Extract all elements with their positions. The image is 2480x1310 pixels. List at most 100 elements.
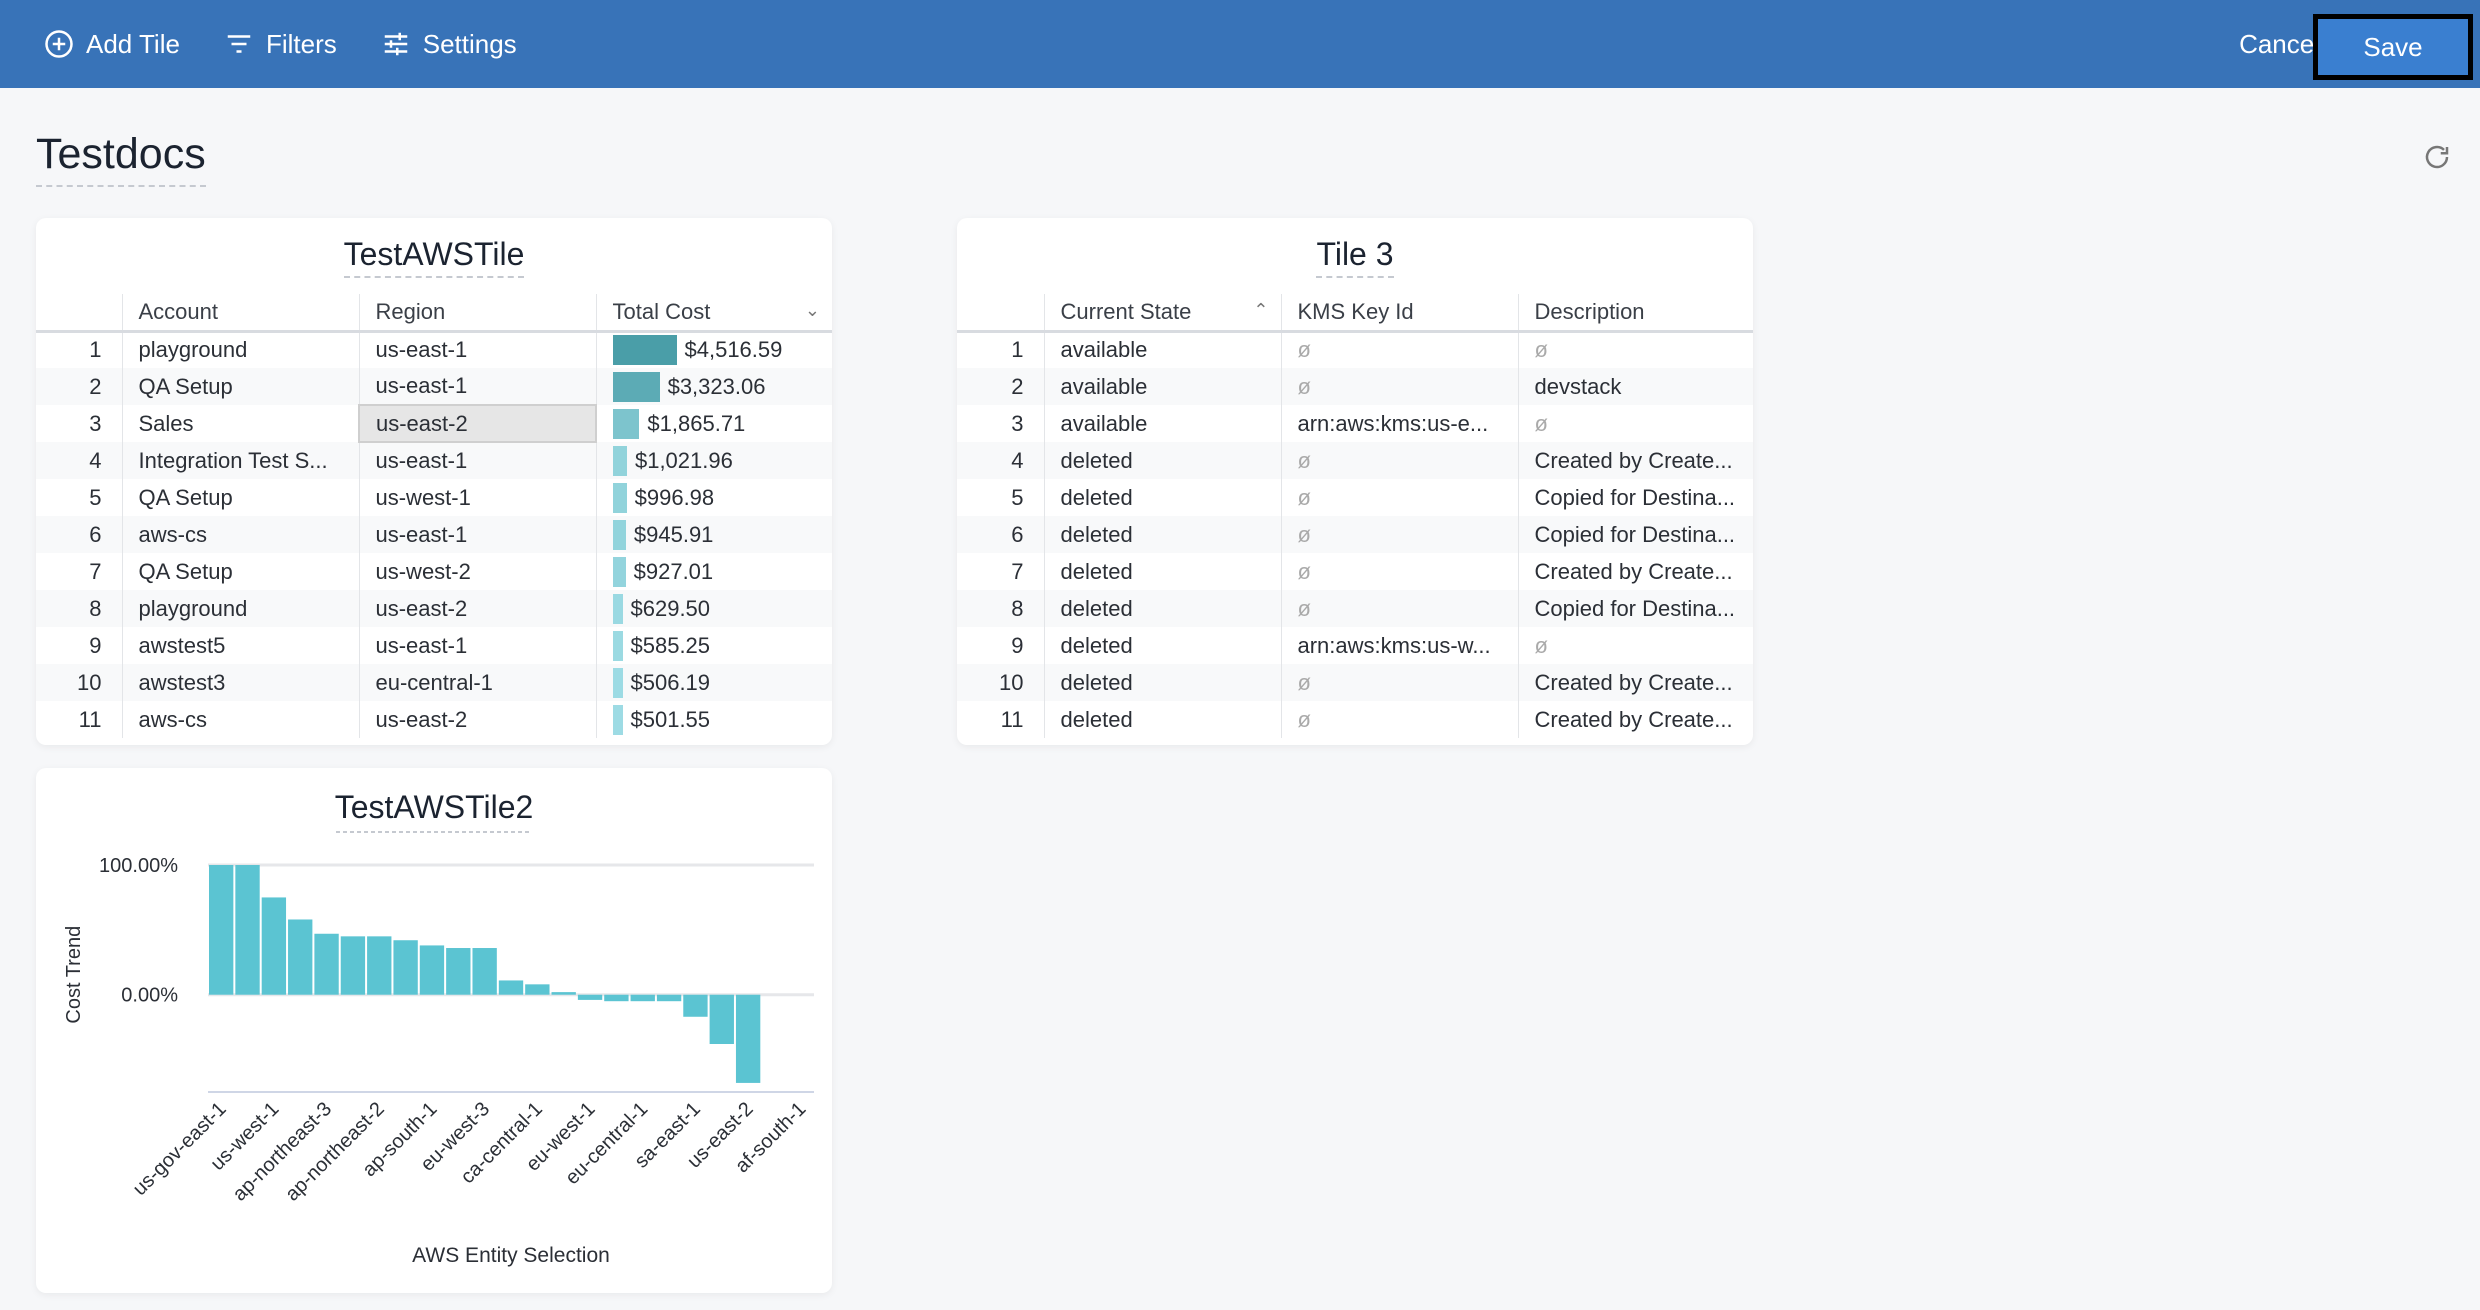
current-state-cell[interactable]: available [1043, 368, 1281, 405]
description-cell-null[interactable]: ø [1517, 627, 1753, 664]
total-cost-cell[interactable]: $629.50 [595, 590, 832, 627]
account-cell[interactable]: QA Setup [121, 553, 359, 590]
table-row[interactable]: 7 deleted ø Created by Create... [957, 553, 1753, 590]
tile-title[interactable]: TestAWSTile [343, 236, 525, 278]
account-cell[interactable]: playground [121, 331, 359, 368]
kms-key-id-cell-null[interactable]: ø [1280, 516, 1518, 553]
chevron-up-icon[interactable]: ⌃ [1253, 300, 1269, 320]
total-cost-cell[interactable]: $1,865.71 [595, 405, 832, 442]
region-cell[interactable]: eu-central-1 [358, 664, 596, 701]
column-header-region[interactable]: Region [358, 294, 596, 333]
table-row[interactable]: 5 deleted ø Copied for Destina... [957, 479, 1753, 516]
table-row[interactable]: 9 awstest5 us-east-1 $585.25 [36, 627, 832, 664]
table-row[interactable]: 11 deleted ø Created by Create... [957, 701, 1753, 738]
region-cell[interactable]: us-east-1 [358, 368, 596, 405]
table-row[interactable]: 4 Integration Test S... us-east-1 $1,021… [36, 442, 832, 479]
region-cell[interactable]: us-east-1 [358, 627, 596, 664]
total-cost-cell[interactable]: $506.19 [595, 664, 832, 701]
description-cell[interactable]: Created by Create... [1517, 701, 1753, 738]
table-row[interactable]: 10 awstest3 eu-central-1 $506.19 [36, 664, 832, 701]
table-row[interactable]: 1 playground us-east-1 $4,516.59 [36, 331, 832, 368]
description-cell-null[interactable]: ø [1517, 405, 1753, 442]
region-cell[interactable]: us-east-1 [358, 331, 596, 368]
table-row[interactable]: 4 deleted ø Created by Create... [957, 442, 1753, 479]
kms-key-id-cell[interactable]: arn:aws:kms:us-e... [1280, 405, 1518, 442]
kms-key-id-cell-null[interactable]: ø [1280, 442, 1518, 479]
column-header-description[interactable]: Description [1517, 294, 1753, 333]
filters-button[interactable]: Filters [224, 29, 337, 60]
account-cell[interactable]: awstest5 [121, 627, 359, 664]
chevron-down-icon[interactable]: ⌄ [804, 300, 820, 320]
account-cell[interactable]: QA Setup [121, 368, 359, 405]
account-cell[interactable]: playground [121, 590, 359, 627]
region-cell[interactable]: us-east-1 [358, 442, 596, 479]
total-cost-cell[interactable]: $585.25 [595, 627, 832, 664]
settings-button[interactable]: Settings [381, 29, 517, 60]
current-state-cell[interactable]: deleted [1043, 553, 1281, 590]
table-row[interactable]: 10 deleted ø Created by Create... [957, 664, 1753, 701]
kms-key-id-cell-null[interactable]: ø [1280, 590, 1518, 627]
region-cell[interactable]: us-east-1 [358, 516, 596, 553]
description-cell[interactable]: Created by Create... [1517, 553, 1753, 590]
table-row[interactable]: 6 deleted ø Copied for Destina... [957, 516, 1753, 553]
tile-title[interactable]: Tile 3 [1316, 236, 1394, 278]
total-cost-cell[interactable]: $927.01 [595, 553, 832, 590]
current-state-cell[interactable]: available [1043, 331, 1281, 368]
description-cell-null[interactable]: ø [1517, 331, 1753, 368]
description-cell[interactable]: Copied for Destina... [1517, 590, 1753, 627]
save-button[interactable]: Save [2313, 14, 2473, 80]
table-row[interactable]: 7 QA Setup us-west-2 $927.01 [36, 553, 832, 590]
description-cell[interactable]: Created by Create... [1517, 442, 1753, 479]
column-header-account[interactable]: Account [121, 294, 359, 333]
table-row[interactable]: 8 playground us-east-2 $629.50 [36, 590, 832, 627]
table-row[interactable]: 5 QA Setup us-west-1 $996.98 [36, 479, 832, 516]
kms-key-id-cell-null[interactable]: ø [1280, 664, 1518, 701]
current-state-cell[interactable]: available [1043, 405, 1281, 442]
column-header-current-state[interactable]: Current State ⌃ [1043, 294, 1281, 333]
page-title[interactable]: Testdocs [36, 130, 206, 187]
description-cell[interactable]: Copied for Destina... [1517, 516, 1753, 553]
kms-key-id-cell-null[interactable]: ø [1280, 701, 1518, 738]
kms-key-id-cell-null[interactable]: ø [1280, 331, 1518, 368]
region-cell[interactable]: us-east-2 [358, 590, 596, 627]
table-row[interactable]: 3 available arn:aws:kms:us-e... ø [957, 405, 1753, 442]
current-state-cell[interactable]: deleted [1043, 701, 1281, 738]
refresh-icon[interactable] [2422, 142, 2452, 172]
current-state-cell[interactable]: deleted [1043, 590, 1281, 627]
account-cell[interactable]: QA Setup [121, 479, 359, 516]
current-state-cell[interactable]: deleted [1043, 664, 1281, 701]
column-header-total-cost[interactable]: Total Cost ⌄ [595, 294, 832, 333]
account-cell[interactable]: aws-cs [121, 701, 359, 738]
kms-key-id-cell-null[interactable]: ø [1280, 553, 1518, 590]
description-cell[interactable]: Copied for Destina... [1517, 479, 1753, 516]
account-cell[interactable]: awstest3 [121, 664, 359, 701]
table-row[interactable]: 6 aws-cs us-east-1 $945.91 [36, 516, 832, 553]
account-cell[interactable]: Sales [121, 405, 359, 442]
table-row[interactable]: 2 available ø devstack [957, 368, 1753, 405]
add-tile-button[interactable]: Add Tile [44, 29, 180, 60]
current-state-cell[interactable]: deleted [1043, 516, 1281, 553]
total-cost-cell[interactable]: $996.98 [595, 479, 832, 516]
region-cell[interactable]: us-east-2 [358, 404, 597, 443]
account-cell[interactable]: aws-cs [121, 516, 359, 553]
kms-key-id-cell[interactable]: arn:aws:kms:us-w... [1280, 627, 1518, 664]
region-cell[interactable]: us-east-2 [358, 701, 596, 738]
current-state-cell[interactable]: deleted [1043, 627, 1281, 664]
total-cost-cell[interactable]: $3,323.06 [595, 368, 832, 405]
table-row[interactable]: 1 available ø ø [957, 331, 1753, 368]
region-cell[interactable]: us-west-1 [358, 479, 596, 516]
description-cell[interactable]: Created by Create... [1517, 664, 1753, 701]
table-row[interactable]: 2 QA Setup us-east-1 $3,323.06 [36, 368, 832, 405]
cancel-button[interactable]: Cancel [2239, 28, 2320, 59]
region-cell[interactable]: us-west-2 [358, 553, 596, 590]
current-state-cell[interactable]: deleted [1043, 442, 1281, 479]
kms-key-id-cell-null[interactable]: ø [1280, 479, 1518, 516]
total-cost-cell[interactable]: $501.55 [595, 701, 832, 738]
current-state-cell[interactable]: deleted [1043, 479, 1281, 516]
account-cell[interactable]: Integration Test S... [121, 442, 359, 479]
description-cell[interactable]: devstack [1517, 368, 1753, 405]
total-cost-cell[interactable]: $1,021.96 [595, 442, 832, 479]
total-cost-cell[interactable]: $945.91 [595, 516, 832, 553]
kms-key-id-cell-null[interactable]: ø [1280, 368, 1518, 405]
table-row[interactable]: 3 Sales us-east-2 $1,865.71 [36, 404, 832, 443]
